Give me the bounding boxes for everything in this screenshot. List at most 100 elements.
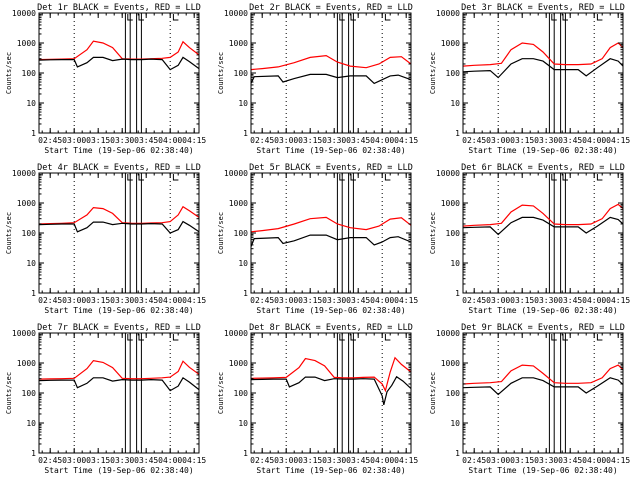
x-tick-label: 03:15 <box>86 136 110 145</box>
y-tick-label: 10000 <box>436 9 460 18</box>
y-tick-label: 1000 <box>441 199 460 208</box>
y-tick-label: 10 <box>26 419 36 428</box>
y-tick-label: 100 <box>22 389 37 398</box>
x-tick-label: 04:15 <box>394 296 418 305</box>
x-tick-label: 04:15 <box>606 136 630 145</box>
y-tick-label: 100 <box>446 389 461 398</box>
y-tick-label: 100 <box>446 69 461 78</box>
series-events-line <box>462 58 624 79</box>
y-axis-label: Counts/sec <box>217 52 225 94</box>
y-tick-label: 1 <box>455 129 460 138</box>
x-tick-label: 04:00 <box>370 296 394 305</box>
flag-mark <box>562 334 568 341</box>
x-tick-label: 03:15 <box>510 296 534 305</box>
series-events-line <box>38 376 200 392</box>
x-tick-label: 04:15 <box>182 136 206 145</box>
y-tick-label: 1 <box>455 289 460 298</box>
series-lld-line <box>250 54 412 71</box>
y-tick-label: 1000 <box>229 199 248 208</box>
x-tick-label: 03:45 <box>134 296 158 305</box>
y-tick-label: 10 <box>450 259 460 268</box>
x-tick-label: 04:00 <box>582 296 606 305</box>
x-tick-label: 03:45 <box>346 136 370 145</box>
x-tick-label: 03:30 <box>110 296 134 305</box>
y-tick-label: 1 <box>31 289 36 298</box>
y-tick-label: 10 <box>26 99 36 108</box>
series-lld-line <box>250 216 412 233</box>
x-tick-label: 04:15 <box>606 456 630 465</box>
y-tick-label: 1 <box>455 449 460 458</box>
x-tick-label: 03:15 <box>510 136 534 145</box>
x-tick-label: 03:30 <box>322 456 346 465</box>
series-events-line <box>250 234 412 247</box>
flag-mark <box>551 334 557 341</box>
x-tick-label: 04:15 <box>606 296 630 305</box>
y-tick-label: 10000 <box>436 329 460 338</box>
panel-det-6: 1 10 100 1000 10000 02:45 03:00 03:15 03:30 03:45… <box>429 163 630 315</box>
y-axis-label: Counts/sec <box>5 52 13 94</box>
x-tick-label: 03:30 <box>110 456 134 465</box>
y-tick-label: 10000 <box>12 169 36 178</box>
x-tick-label: 03:15 <box>86 296 110 305</box>
x-tick-label: 04:15 <box>182 296 206 305</box>
x-tick-label: 03:15 <box>298 296 322 305</box>
flag-mark <box>384 334 391 341</box>
x-tick-label: 03:00 <box>486 456 510 465</box>
x-tick-label: 04:15 <box>394 136 418 145</box>
x-tick-label: 03:00 <box>486 136 510 145</box>
panel-title: Det 2r BLACK = Events, RED = LLD <box>249 3 413 13</box>
x-axis-label: Start Time (19-Sep-06 02:38:40) <box>468 466 617 475</box>
flag-mark <box>172 334 179 341</box>
y-tick-label: 1 <box>243 449 248 458</box>
flag-mark <box>596 14 603 21</box>
flag-mark <box>562 14 568 21</box>
y-tick-label: 100 <box>446 229 461 238</box>
y-tick-label: 10000 <box>224 329 248 338</box>
y-tick-label: 10 <box>450 99 460 108</box>
y-tick-label: 10 <box>26 259 36 268</box>
flag-mark <box>172 174 179 181</box>
x-tick-label: 02:45 <box>462 456 486 465</box>
x-axis-label: Start Time (19-Sep-06 02:38:40) <box>256 146 405 155</box>
y-tick-label: 10 <box>450 419 460 428</box>
panel-det-7: 1 10 100 1000 10000 02:45 03:00 03:15 03:30 03:45… <box>5 323 206 475</box>
y-axis-label: Counts/sec <box>429 372 437 414</box>
x-tick-label: 03:00 <box>274 296 298 305</box>
flag-mark <box>127 174 133 181</box>
y-tick-label: 1000 <box>441 359 460 368</box>
y-axis-label: Counts/sec <box>5 212 13 254</box>
x-tick-label: 03:30 <box>322 136 346 145</box>
x-axis-label: Start Time (19-Sep-06 02:38:40) <box>468 146 617 155</box>
panel-title: Det 9r BLACK = Events, RED = LLD <box>461 323 625 333</box>
y-tick-label: 100 <box>22 229 37 238</box>
x-tick-label: 03:00 <box>274 136 298 145</box>
series-events-line <box>250 375 412 406</box>
y-tick-label: 100 <box>234 389 249 398</box>
x-tick-label: 04:00 <box>370 456 394 465</box>
panel-title: Det 3r BLACK = Events, RED = LLD <box>461 3 625 13</box>
panel-det-2: 1 10 100 1000 10000 02:45 03:00 03:15 03:30 03:45… <box>217 3 418 155</box>
y-tick-label: 1000 <box>17 199 36 208</box>
series-events-line <box>462 377 624 396</box>
x-tick-label: 03:45 <box>346 296 370 305</box>
y-tick-label: 1 <box>243 129 248 138</box>
panel-det-9: 1 10 100 1000 10000 02:45 03:00 03:15 03:30 03:45… <box>429 323 630 475</box>
x-tick-label: 03:00 <box>62 296 86 305</box>
x-tick-label: 03:00 <box>274 456 298 465</box>
y-tick-label: 10000 <box>224 9 248 18</box>
y-tick-label: 10000 <box>436 169 460 178</box>
y-tick-label: 1 <box>243 289 248 298</box>
panel-title: Det 8r BLACK = Events, RED = LLD <box>249 323 413 333</box>
x-tick-label: 03:45 <box>558 136 582 145</box>
x-tick-label: 03:00 <box>486 296 510 305</box>
flag-mark <box>138 174 144 181</box>
panel-title: Det 6r BLACK = Events, RED = LLD <box>461 163 625 173</box>
series-events-line <box>462 216 624 236</box>
x-tick-label: 04:00 <box>158 136 182 145</box>
x-tick-label: 02:45 <box>250 456 274 465</box>
flag-mark <box>138 14 144 21</box>
x-axis-label: Start Time (19-Sep-06 02:38:40) <box>256 306 405 315</box>
flag-mark <box>127 14 133 21</box>
y-tick-label: 1000 <box>17 39 36 48</box>
series-lld-line <box>462 203 624 227</box>
